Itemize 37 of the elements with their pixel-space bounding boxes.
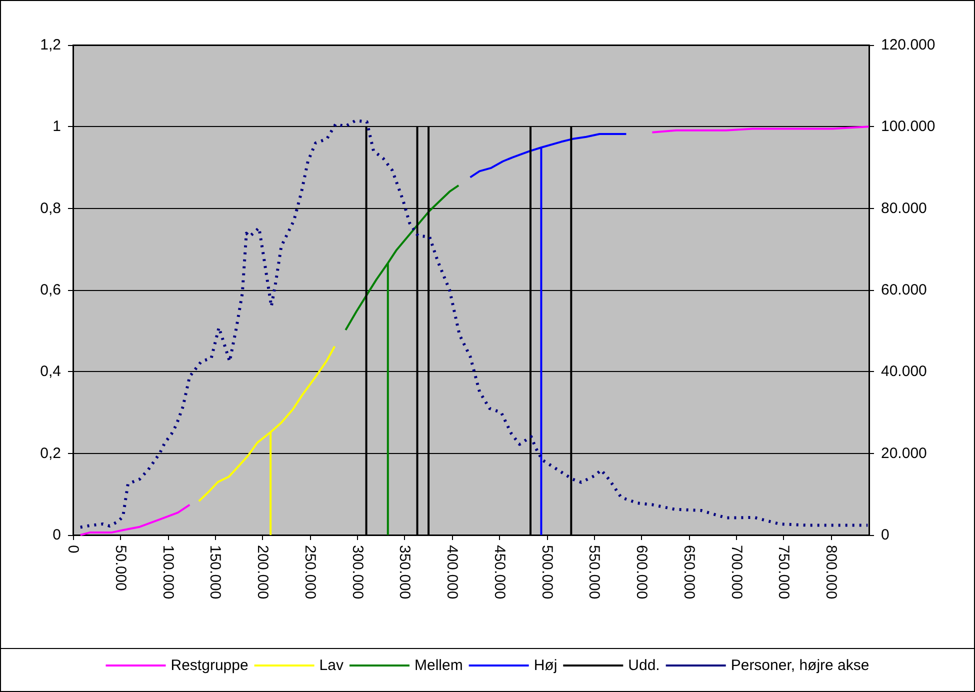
legend-label: Mellem xyxy=(414,657,463,674)
x-tick-label: 450.000 xyxy=(490,545,508,600)
y2-tick-label: 60.000 xyxy=(881,282,927,298)
y2-tick-label: 20.000 xyxy=(881,444,927,462)
x-tick-label: 50.000 xyxy=(112,545,129,591)
x-tick-label: 350.000 xyxy=(396,545,414,600)
legend-label: Lav xyxy=(319,657,344,674)
y2-tick-label: 100.000 xyxy=(881,118,936,136)
x-tick-label: 0 xyxy=(64,545,82,554)
x-tick-label: 400.000 xyxy=(444,545,461,600)
y2-tick-label: 80.000 xyxy=(881,200,927,217)
y-tick-label: 0,6 xyxy=(40,282,61,298)
x-tick-label: 600.000 xyxy=(633,545,650,600)
y2-tick-label: 120.000 xyxy=(881,36,936,54)
x-tick-label: 650.000 xyxy=(680,545,698,600)
x-tick-label: 250.000 xyxy=(301,545,318,600)
y-tick-label: 0,2 xyxy=(40,444,61,462)
legend-label: Høj xyxy=(534,657,558,674)
y-tick-label: 1,2 xyxy=(40,36,61,54)
legend-label: Personer, højre akse xyxy=(730,657,870,674)
x-tick-label: 150.000 xyxy=(206,545,224,600)
legend-label: Udd. xyxy=(628,657,660,674)
x-tick-label: 800.000 xyxy=(822,545,840,600)
legend-label: Restgruppe xyxy=(170,657,248,674)
x-tick-label: 200.000 xyxy=(254,545,272,600)
y-tick-label: 0,8 xyxy=(40,200,61,217)
y2-tick-label: 40.000 xyxy=(881,363,927,380)
x-tick-label: 100.000 xyxy=(159,545,176,600)
y2-tick-label: 0 xyxy=(881,526,890,544)
x-tick-label: 700.000 xyxy=(728,545,745,600)
x-tick-label: 750.000 xyxy=(775,545,792,600)
x-tick-label: 500.000 xyxy=(538,545,556,600)
x-tick-label: 550.000 xyxy=(586,545,603,600)
x-tick-label: 300.000 xyxy=(348,545,366,600)
y-tick-label: 0 xyxy=(52,526,61,544)
y-tick-label: 1 xyxy=(52,118,61,136)
y-tick-label: 0,4 xyxy=(40,363,61,380)
